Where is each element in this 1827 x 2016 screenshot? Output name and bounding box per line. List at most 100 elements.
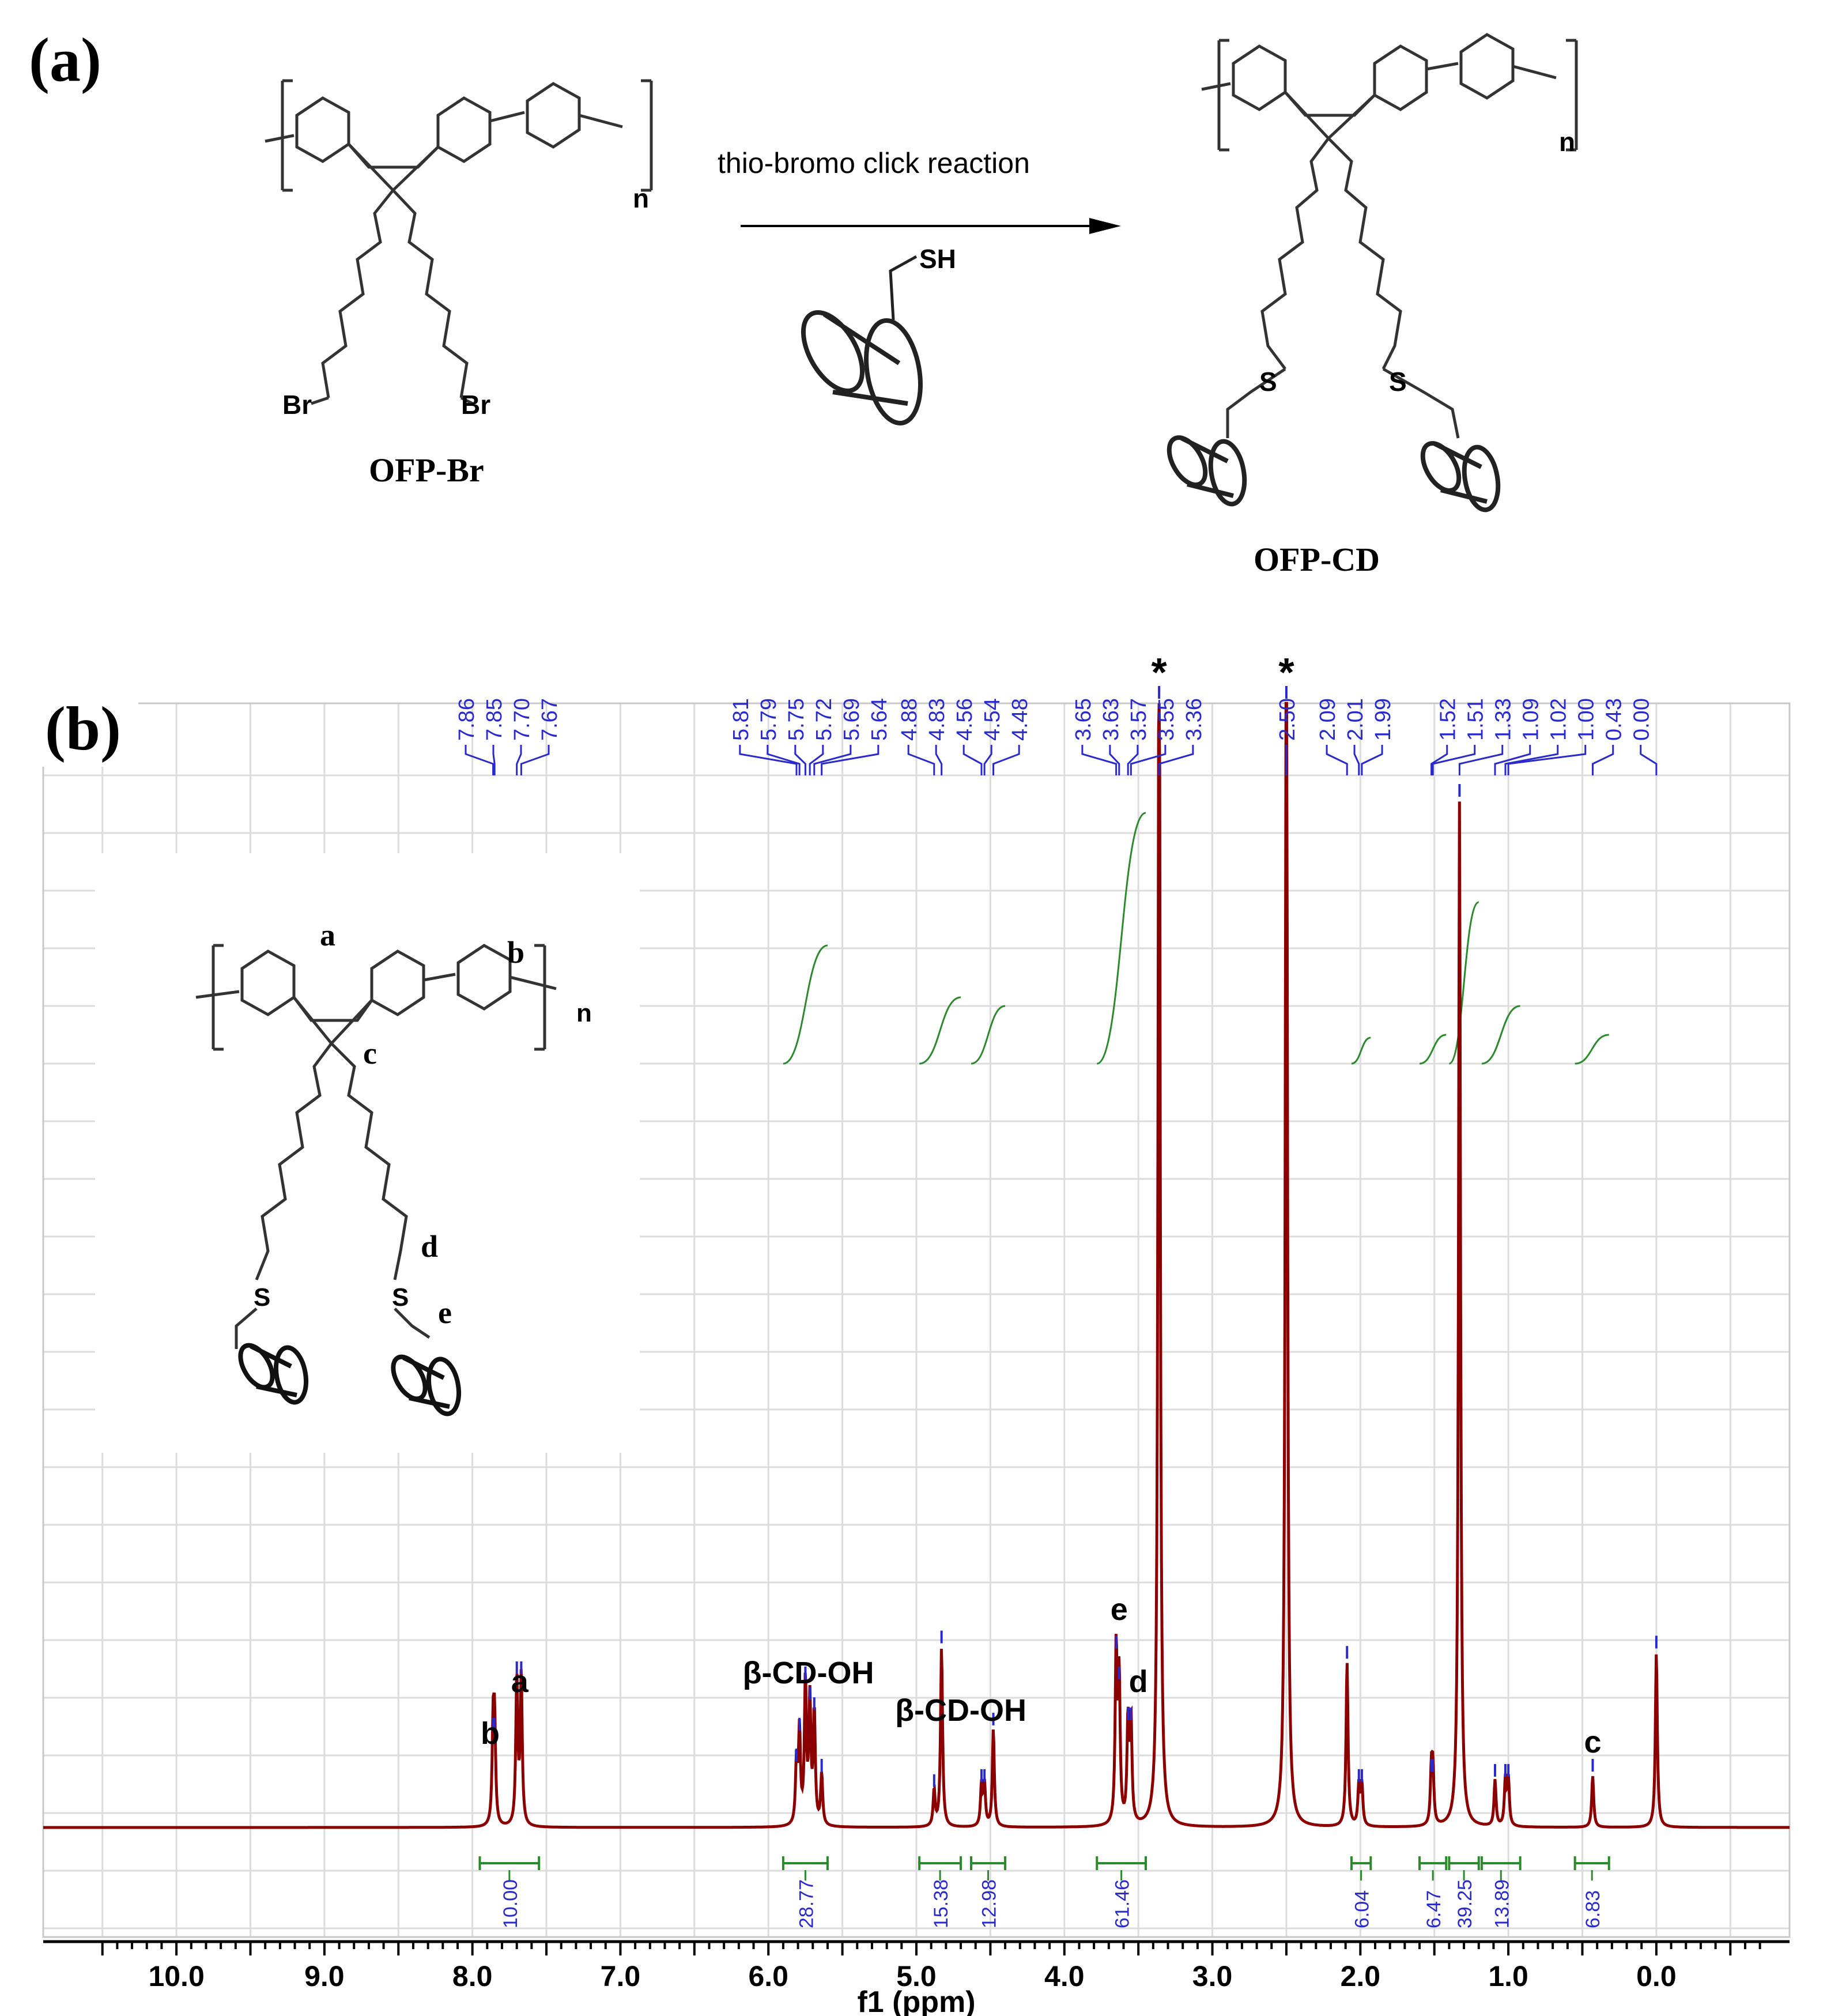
peak-label-connector bbox=[739, 745, 798, 775]
peak-label-connector bbox=[492, 745, 496, 775]
peak-label: 4.48 bbox=[1008, 698, 1032, 741]
peak-label-connector bbox=[809, 745, 824, 775]
x-tick-label: 10.0 bbox=[148, 1960, 204, 1992]
x-tick-label: 8.0 bbox=[452, 1960, 493, 1992]
peak-label: 4.56 bbox=[953, 698, 977, 741]
peak-label: 3.57 bbox=[1127, 698, 1151, 741]
peak-label: 3.65 bbox=[1071, 698, 1096, 741]
panel-a: (a) n Br Br OFP-Br thio-bromo click reac… bbox=[29, 26, 1578, 578]
solvent-peak-marker: * bbox=[1151, 650, 1167, 695]
peak-label-connector bbox=[1640, 745, 1658, 775]
inset-structure: n S S a b c d e bbox=[95, 853, 640, 1453]
x-tick-label: 7.0 bbox=[601, 1960, 641, 1992]
peak-label-connector bbox=[1494, 745, 1531, 775]
peak-label-connector bbox=[767, 745, 801, 775]
peak-label-connector bbox=[935, 745, 943, 775]
peak-assignment-label: β-CD-OH bbox=[895, 1693, 1026, 1728]
integral-value: 6.47 bbox=[1423, 1890, 1445, 1928]
peak-label: 4.54 bbox=[980, 698, 1005, 741]
integral-curve bbox=[919, 996, 961, 1065]
peak-assignment-label: d bbox=[1129, 1664, 1148, 1699]
panel-b-label: (b) bbox=[45, 695, 121, 763]
peak-label: 5.64 bbox=[867, 698, 892, 741]
peak-label-connector bbox=[813, 745, 852, 775]
reaction-arrowhead bbox=[1089, 218, 1121, 234]
peak-label: 5.79 bbox=[757, 698, 781, 741]
peak-assignment-label: β-CD-OH bbox=[743, 1656, 874, 1690]
x-axis-label: f1 (ppm) bbox=[857, 1985, 975, 2016]
peak-label-connector bbox=[1326, 745, 1348, 775]
integral-value: 12.98 bbox=[979, 1879, 1001, 1928]
integral-value: 6.04 bbox=[1352, 1890, 1373, 1928]
x-tick-label: 9.0 bbox=[304, 1960, 345, 1992]
x-tick-label: 0.0 bbox=[1636, 1960, 1677, 1992]
integral-curve bbox=[1096, 812, 1146, 1065]
peak-label: 7.67 bbox=[538, 698, 562, 741]
integral-curve bbox=[1448, 901, 1479, 1065]
ofp-br-structure bbox=[265, 79, 653, 405]
peak-label-connector bbox=[465, 745, 495, 775]
integral-curve bbox=[1351, 1037, 1371, 1065]
inset-label-c: c bbox=[363, 1036, 377, 1071]
peak-label-connector bbox=[794, 745, 806, 775]
peak-label-connector bbox=[907, 745, 935, 775]
peak-label: 1.09 bbox=[1519, 698, 1543, 741]
ofp-br-name: OFP-Br bbox=[369, 451, 484, 489]
panel-b: n S S a b c d e 7.86 7.85 7.70 7.67 5.81 5.79… bbox=[23, 650, 1791, 2016]
peak-label-connector bbox=[992, 745, 1020, 775]
peak-assignment-label: c bbox=[1584, 1725, 1601, 1759]
peak-picking-ticks bbox=[492, 686, 1658, 1787]
peak-label: 4.88 bbox=[897, 698, 922, 741]
peak-label-connector bbox=[1109, 745, 1120, 775]
x-tick-label: 6.0 bbox=[748, 1960, 788, 1992]
peak-label: 1.51 bbox=[1464, 698, 1488, 741]
integral-value: 28.77 bbox=[795, 1879, 817, 1928]
ofp-br-repeat-n: n bbox=[633, 183, 649, 213]
peak-label: 1.00 bbox=[1575, 698, 1599, 741]
peak-assignment-label: a bbox=[511, 1664, 529, 1699]
peak-label: 7.86 bbox=[455, 698, 479, 741]
peak-label-connector bbox=[821, 745, 879, 775]
peak-label: 2.09 bbox=[1316, 698, 1340, 741]
peak-label: 1.52 bbox=[1436, 698, 1460, 741]
peak-label-connector bbox=[1081, 745, 1118, 775]
peak-label: 5.72 bbox=[812, 698, 836, 741]
peak-label-connector bbox=[1130, 745, 1167, 775]
ofp-cd-s-right: S bbox=[1389, 367, 1407, 397]
plot-frame bbox=[42, 702, 1791, 1938]
integral-curve bbox=[1419, 1034, 1447, 1065]
peak-label: 5.69 bbox=[840, 698, 864, 741]
reagent-sh-label: SH bbox=[919, 244, 956, 274]
inset-label-a: a bbox=[320, 918, 335, 952]
integral-value: 39.25 bbox=[1454, 1879, 1476, 1928]
peak-label: 0.43 bbox=[1602, 698, 1626, 741]
peak-labels: 7.86 7.85 7.70 7.67 5.81 5.79 5.75 5.72 5.69 5.64… bbox=[455, 698, 1658, 775]
x-tick-label: 2.0 bbox=[1341, 1960, 1381, 1992]
peak-label-connector bbox=[1507, 745, 1587, 775]
ofp-cd-s-left: S bbox=[1259, 367, 1277, 397]
peak-label-connector bbox=[520, 745, 550, 775]
integral-value: 15.38 bbox=[930, 1879, 952, 1928]
peak-label: 4.83 bbox=[925, 698, 949, 741]
integral-value: 13.89 bbox=[1491, 1879, 1513, 1928]
ofp-cd-structure bbox=[1201, 33, 1578, 439]
nmr-spectrum-line bbox=[43, 702, 1790, 1829]
integral-value: 61.46 bbox=[1112, 1879, 1134, 1928]
peak-label: 0.00 bbox=[1630, 698, 1654, 741]
peak-label-connector bbox=[1458, 745, 1504, 775]
peak-label-connector bbox=[516, 745, 522, 775]
integral-curves bbox=[783, 812, 1609, 1065]
inset-s-left: S bbox=[254, 1283, 270, 1312]
integral-curve bbox=[1481, 1005, 1520, 1065]
cyclodextrin-thiol-reagent bbox=[801, 255, 923, 425]
peak-label: 5.81 bbox=[729, 698, 753, 741]
integral-bars: 10.00 28.77 15.38 12.98 61.46 6.04 6.47 39.25 13… bbox=[478, 1856, 1610, 1928]
integral-curve bbox=[1575, 1034, 1609, 1065]
ofp-cd-name: OFP-CD bbox=[1254, 541, 1380, 578]
peak-label: 1.02 bbox=[1547, 698, 1571, 741]
ofp-cd-repeat-n: n bbox=[1559, 127, 1575, 157]
integral-curve bbox=[783, 944, 828, 1065]
